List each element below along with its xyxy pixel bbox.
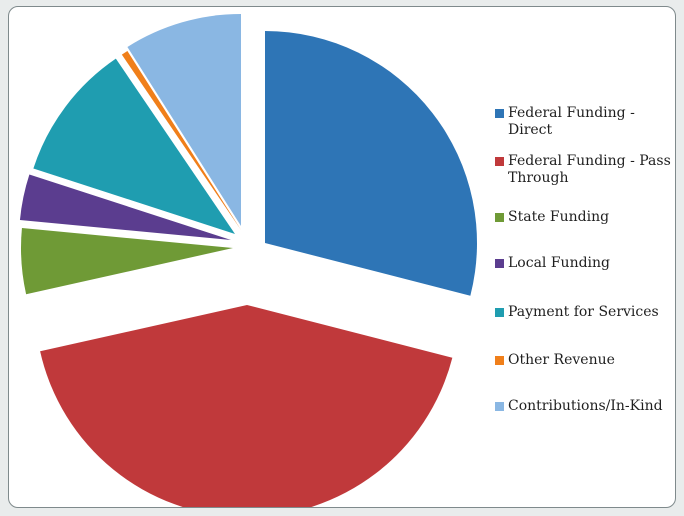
chart-frame: Federal Funding - Direct Federal Funding …	[8, 6, 676, 508]
legend-item: State Funding	[495, 209, 671, 226]
legend-swatch	[495, 402, 504, 411]
legend-swatch	[495, 356, 504, 365]
legend-item: Local Funding	[495, 255, 671, 272]
legend-swatch	[495, 308, 504, 317]
legend-item: Federal Funding - Pass Through	[495, 153, 671, 187]
pie-slice-local-funding	[19, 174, 231, 240]
legend-label: Federal Funding - Pass Through	[508, 153, 671, 186]
legend-label: Local Funding	[508, 255, 611, 271]
pie-slice-payment-for-services	[33, 58, 235, 234]
legend-label: Other Revenue	[508, 352, 615, 368]
legend-label: State Funding	[508, 209, 610, 225]
pie-slice-federal-funding-direct	[265, 31, 477, 296]
pie-slice-contributions-in-kind	[127, 14, 241, 226]
legend-label: Contributions/In-Kind	[508, 398, 663, 414]
legend-swatch	[495, 259, 504, 268]
legend-item: Federal Funding - Direct	[495, 105, 671, 139]
legend-item: Contributions/In-Kind	[495, 398, 671, 415]
pie-slice-state-funding	[21, 228, 233, 295]
legend-label: Payment for Services	[508, 304, 659, 320]
pie-slice-other-revenue	[121, 51, 241, 230]
legend-item: Payment for Services	[495, 304, 671, 321]
pie-chart	[19, 14, 477, 507]
legend-swatch	[495, 157, 504, 166]
legend-swatch	[495, 109, 504, 118]
pie-chart-area	[9, 7, 489, 507]
legend-item: Other Revenue	[495, 352, 671, 369]
legend-label: Federal Funding - Direct	[508, 105, 635, 138]
legend-swatch	[495, 213, 504, 222]
pie-slice-federal-funding-pass-through	[40, 305, 453, 507]
